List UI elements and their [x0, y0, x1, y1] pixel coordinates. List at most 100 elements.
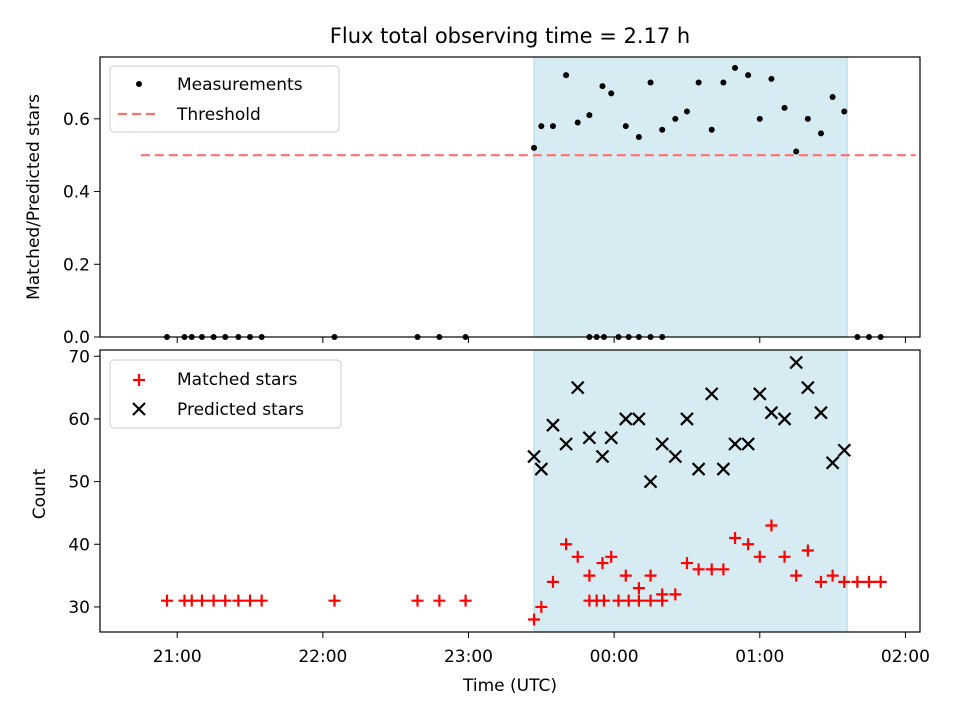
measurement-point: [672, 115, 679, 122]
bottom-panel: 30 40 50 60 70 21:00 22:00 23:00 00:00 01:00 02:0…: [30, 347, 930, 696]
measurement-point: [586, 112, 593, 119]
matched-star-point: [692, 563, 705, 576]
measurement-point: [549, 123, 556, 130]
measurement-point: [608, 90, 615, 97]
predicted-star-point: [632, 412, 646, 426]
matched-star-point: [863, 575, 876, 588]
matched-star-point: [596, 557, 609, 570]
matched-star-point: [826, 569, 839, 582]
matched-star-point: [597, 594, 610, 607]
observing-window-top: [533, 56, 848, 338]
matched-star-point: [244, 594, 257, 607]
x-tick-label: 00:00: [590, 647, 639, 667]
matched-star-point: [605, 550, 618, 563]
matched-star-point: [790, 569, 803, 582]
y-tick-label: 0.0: [63, 328, 90, 348]
measurement-point: [538, 123, 545, 130]
y-tick-label: 60: [68, 410, 90, 430]
matched-star-point: [255, 594, 268, 607]
matched-star-point: [753, 550, 766, 563]
matched-star-point: [583, 569, 596, 582]
matched-star-point: [612, 594, 625, 607]
predicted-star-point: [741, 437, 755, 451]
matched-star-point: [814, 575, 827, 588]
matched-star-point: [705, 563, 718, 576]
x-tick-label: 01:00: [735, 647, 784, 667]
matched-star-point: [644, 594, 657, 607]
matched-star-point: [535, 600, 548, 613]
measurement-point: [732, 64, 739, 71]
predicted-star-point: [655, 437, 669, 451]
matched-star-point: [874, 575, 887, 588]
legend-measurements-label: Measurements: [177, 75, 303, 95]
bottom-y-axis-label: Count: [30, 468, 50, 519]
matched-star-point: [459, 594, 472, 607]
predicted-star-point: [604, 430, 619, 445]
y-tick-label: 0.4: [63, 183, 90, 203]
measurement-point: [574, 119, 581, 126]
legend-threshold-label: Threshold: [176, 105, 261, 125]
predicted-star-point: [668, 449, 683, 464]
measurement-point: [622, 123, 629, 130]
bottom-legend-box: [109, 359, 342, 429]
matched-star-point: [546, 575, 559, 588]
legend-x-marker: [132, 402, 146, 416]
top-legend: Measurements Threshold: [109, 65, 340, 133]
x-axis-label: Time (UTC): [462, 676, 557, 696]
measurement-point: [720, 79, 727, 86]
x-tick-label: 02:00: [881, 647, 930, 667]
matched-star-point: [622, 594, 635, 607]
predicted-star-point: [570, 380, 585, 395]
top-panel: 0.0 0.2 0.4 0.6 Matched/Predicted stars Mea…: [24, 56, 921, 348]
measurement-point: [817, 130, 824, 137]
bottom-axes-frame: [99, 349, 921, 633]
measurement-point: [635, 134, 642, 140]
predicted-star-point: [801, 380, 815, 395]
predicted-star-point: [764, 405, 779, 420]
matched-star-point: [644, 569, 657, 582]
observing-window-bottom: [533, 349, 848, 633]
measurement-point: [745, 72, 752, 79]
bottom-y-ticks: 30 40 50 60 70: [68, 347, 100, 618]
measurement-point: [599, 83, 606, 90]
matched-star-point: [571, 550, 584, 563]
matched-star-point: [411, 594, 424, 607]
measurement-point: [756, 115, 763, 122]
measurement-point: [708, 126, 715, 133]
chart-title: Flux total observing time = 2.17 h: [330, 24, 690, 48]
y-tick-label: 30: [68, 598, 90, 618]
top-legend-box: [109, 65, 340, 133]
matched-star-point: [765, 519, 778, 532]
bottom-x-ticks: 21:00 22:00 23:00 00:00 01:00 02:00: [153, 632, 930, 667]
matched-star-point: [195, 594, 208, 607]
legend-dot-marker: [136, 81, 142, 87]
measurement-points: [163, 64, 884, 340]
y-tick-label: 40: [68, 535, 90, 555]
top-y-ticks: 0.0 0.2 0.4 0.6: [63, 110, 100, 348]
bottom-legend: Matched stars Predicted stars: [109, 359, 342, 429]
matched-star-point: [838, 575, 851, 588]
matched-star-point: [656, 588, 669, 601]
y-tick-label: 50: [68, 473, 90, 493]
predicted-star-point: [789, 355, 803, 370]
measurement-point: [781, 104, 788, 111]
predicted-star-point: [546, 418, 560, 432]
predicted-star-point: [527, 449, 541, 464]
measurement-point: [647, 79, 654, 86]
measurement-point: [804, 115, 811, 122]
matched-star-point: [232, 594, 245, 607]
measurement-point: [768, 75, 775, 82]
top-axes-frame: [99, 56, 921, 338]
predicted-star-point: [825, 456, 840, 470]
legend-predicted-label: Predicted stars: [177, 400, 304, 420]
predicted-star-point: [691, 462, 706, 476]
matched-star-point: [528, 613, 541, 626]
predicted-star-point: [619, 412, 633, 426]
measurement-point: [659, 126, 666, 133]
matched-star-point: [632, 582, 645, 595]
predicted-star-point: [777, 412, 792, 426]
matched-star-point: [680, 557, 693, 570]
matched-star-point: [433, 594, 446, 607]
top-y-axis-label: Matched/Predicted stars: [24, 94, 44, 300]
